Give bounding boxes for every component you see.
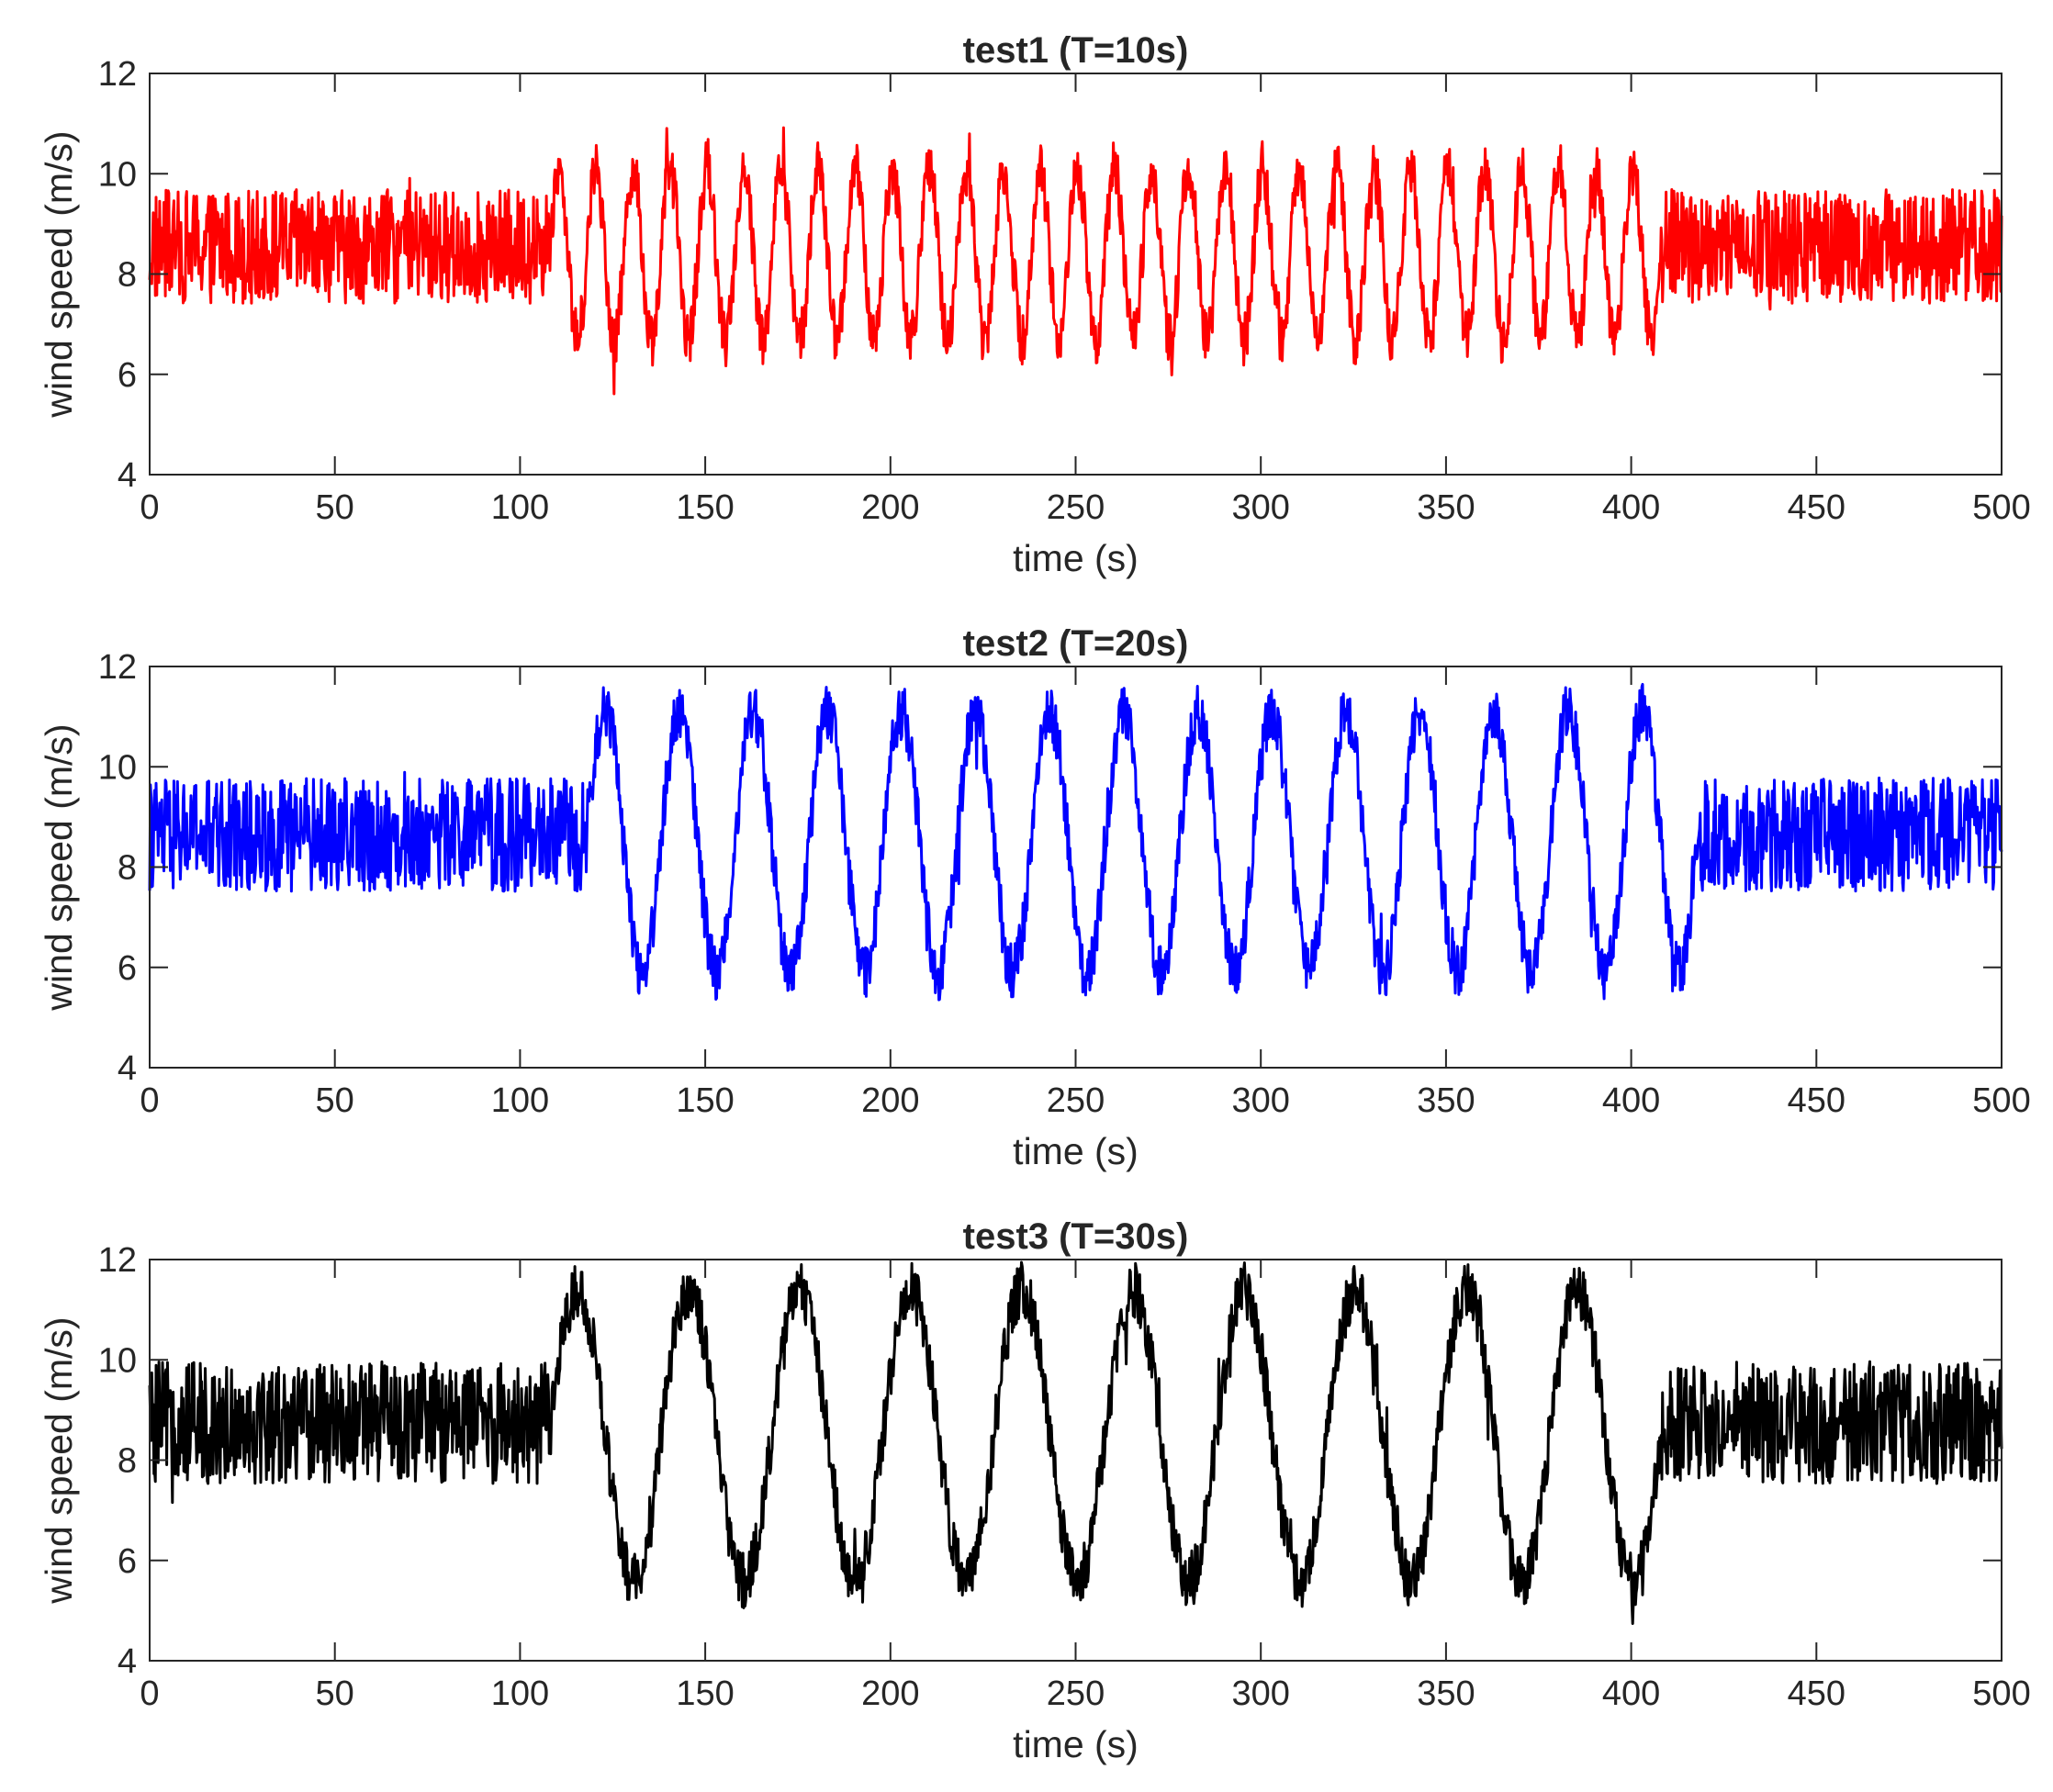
y-axis-label: wind speed (m/s) <box>38 130 80 418</box>
y-tick-label: 8 <box>118 849 137 888</box>
x-tick-label: 150 <box>676 488 734 527</box>
x-tick-label: 400 <box>1602 1081 1660 1120</box>
y-tick-label: 4 <box>118 1642 137 1681</box>
y-tick-label: 12 <box>98 1241 137 1280</box>
x-tick-label: 50 <box>316 1081 354 1120</box>
x-tick-label: 50 <box>316 1674 354 1713</box>
x-tick-label: 450 <box>1788 488 1845 527</box>
x-tick-label: 150 <box>676 1674 734 1713</box>
y-tick-label: 6 <box>118 949 137 988</box>
y-tick-label: 8 <box>118 256 137 295</box>
y-tick-label: 4 <box>118 1049 137 1088</box>
x-tick-label: 500 <box>1972 488 2030 527</box>
y-tick-label: 4 <box>118 456 137 495</box>
x-tick-label: 350 <box>1417 1674 1475 1713</box>
y-tick-label: 6 <box>118 1542 137 1581</box>
x-tick-label: 250 <box>1047 488 1105 527</box>
x-tick-label: 500 <box>1972 1674 2030 1713</box>
x-axis-label: time (s) <box>1013 537 1139 579</box>
x-tick-label: 400 <box>1602 488 1660 527</box>
x-tick-label: 450 <box>1788 1674 1845 1713</box>
x-tick-label: 350 <box>1417 1081 1475 1120</box>
x-axis-label: time (s) <box>1013 1130 1139 1172</box>
chart-title: test1 (T=10s) <box>963 30 1189 71</box>
x-tick-label: 0 <box>140 1674 159 1713</box>
y-tick-label: 12 <box>98 648 137 687</box>
x-tick-label: 400 <box>1602 1674 1660 1713</box>
x-tick-label: 0 <box>140 1081 159 1120</box>
x-tick-label: 350 <box>1417 488 1475 527</box>
series-line-1-1 <box>148 126 2003 396</box>
x-tick-label: 250 <box>1047 1674 1105 1713</box>
x-tick-label: 100 <box>491 488 549 527</box>
y-axis-label: wind speed (m/s) <box>38 1316 80 1604</box>
x-tick-label: 300 <box>1231 1081 1289 1120</box>
x-tick-label: 50 <box>316 488 354 527</box>
y-tick-label: 8 <box>118 1442 137 1481</box>
x-tick-label: 300 <box>1231 488 1289 527</box>
series-line-3-1 <box>148 1260 2003 1625</box>
y-tick-label: 12 <box>98 55 137 94</box>
x-tick-label: 200 <box>861 488 919 527</box>
x-tick-label: 300 <box>1231 1674 1289 1713</box>
chart-title: test3 (T=30s) <box>963 1216 1189 1257</box>
x-tick-label: 200 <box>861 1674 919 1713</box>
x-tick-label: 250 <box>1047 1081 1105 1120</box>
y-tick-label: 10 <box>98 1341 137 1380</box>
x-tick-label: 200 <box>861 1081 919 1120</box>
y-tick-label: 10 <box>98 155 137 194</box>
series-line-2-1 <box>148 682 2003 1002</box>
x-tick-label: 100 <box>491 1674 549 1713</box>
x-tick-label: 100 <box>491 1081 549 1120</box>
y-axis-label: wind speed (m/s) <box>38 723 80 1011</box>
subplot-3: 0 50 100 150 200 250 300 350 400 450 500 4 6 8 10 12 tes… <box>38 1216 2031 1765</box>
x-tick-label: 0 <box>140 488 159 527</box>
x-tick-label: 500 <box>1972 1081 2030 1120</box>
x-axis-label: time (s) <box>1013 1723 1139 1765</box>
subplot-1: 0 50 100 150 200 250 300 350 400 450 500 4 6 8 10 12 tes… <box>38 30 2031 579</box>
y-tick-label: 6 <box>118 356 137 395</box>
chart-title: test2 (T=20s) <box>963 623 1189 664</box>
x-tick-label: 450 <box>1788 1081 1845 1120</box>
subplot-2: 0 50 100 150 200 250 300 350 400 450 500 4 6 8 10 12 tes… <box>38 623 2031 1172</box>
y-tick-label: 10 <box>98 748 137 787</box>
x-tick-label: 150 <box>676 1081 734 1120</box>
